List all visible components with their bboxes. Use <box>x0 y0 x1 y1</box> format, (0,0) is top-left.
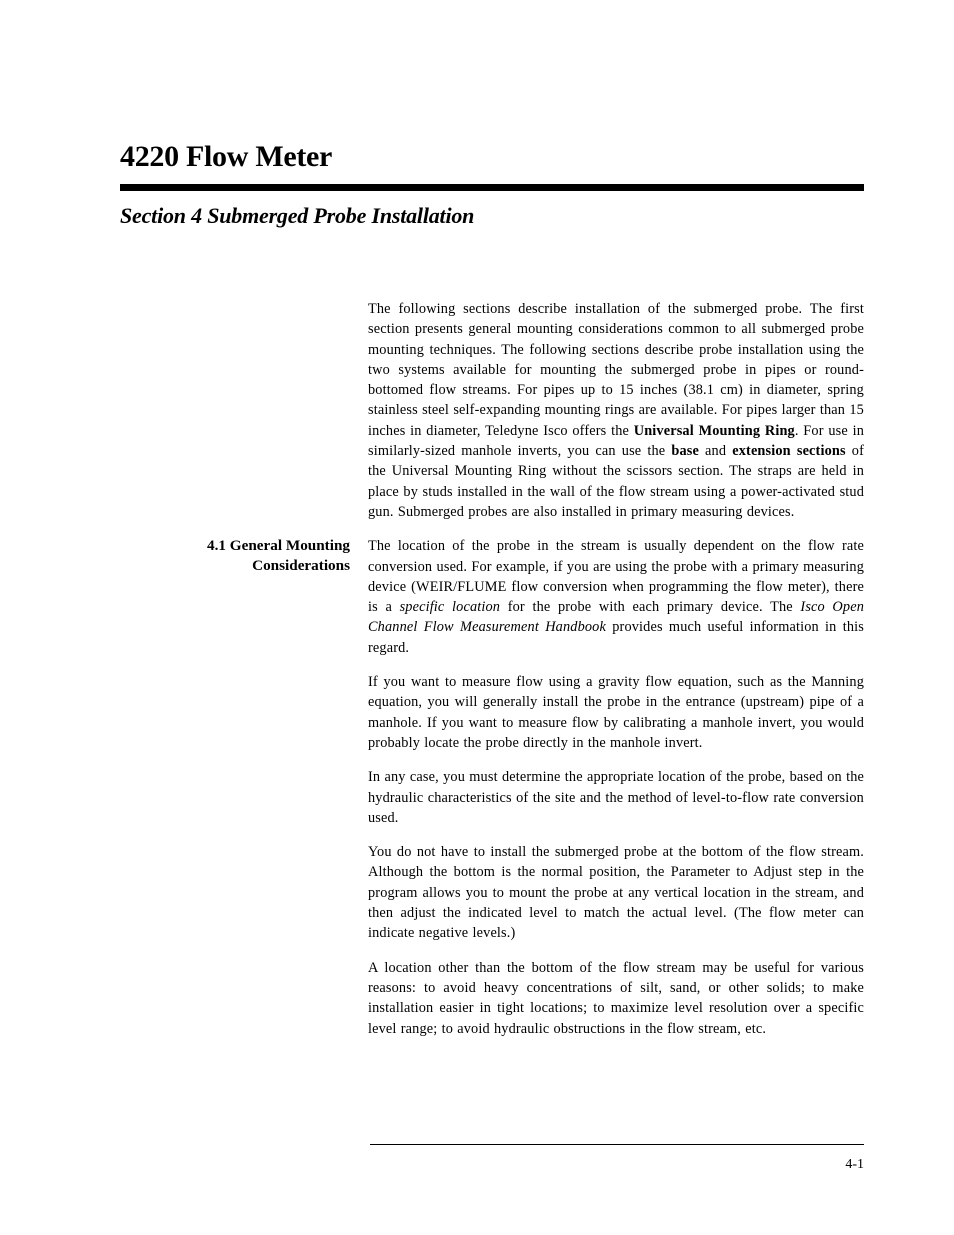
intro-bold-base: base <box>671 443 699 459</box>
intro-paragraph: The following sections describe installa… <box>368 299 864 522</box>
document-page: 4220 Flow Meter Section 4 Submerged Prob… <box>0 0 954 1113</box>
empty-side-col-2 <box>120 672 368 753</box>
section-4-1-p5: A location other than the bottom of the … <box>368 958 864 1039</box>
intro-text-pre: The following sections describe installa… <box>368 301 864 439</box>
section-4-1-p1: The location of the probe in the stream … <box>368 536 864 658</box>
section-4-1-p4: You do not have to install the submerged… <box>368 842 864 943</box>
section-4-1-p3: In any case, you must determine the appr… <box>368 767 864 828</box>
intro-row: The following sections describe installa… <box>120 299 864 522</box>
footer-divider-line <box>370 1144 864 1145</box>
section-4-1-row-5: A location other than the bottom of the … <box>120 958 864 1039</box>
section-4-1-side-col: 4.1 General Mounting Considerations <box>120 536 368 658</box>
section-4-1-row-4: You do not have to install the submerged… <box>120 842 864 943</box>
section-title: Section 4 Submerged Probe Installation <box>120 203 864 229</box>
section-4-1-heading: 4.1 General Mounting Considerations <box>120 536 350 576</box>
intro-bold-universal-mounting-ring: Universal Mounting Ring <box>634 423 795 439</box>
section-4-1-row-2: If you want to measure flow using a grav… <box>120 672 864 753</box>
title-divider-bar <box>120 184 864 191</box>
intro-side-col <box>120 299 368 522</box>
empty-side-col-4 <box>120 842 368 943</box>
empty-side-col-3 <box>120 767 368 828</box>
intro-bold-extension-sections: extension sections <box>732 443 845 459</box>
intro-text-mid2: and <box>699 443 732 459</box>
empty-side-col-5 <box>120 958 368 1039</box>
document-title: 4220 Flow Meter <box>120 140 864 174</box>
p1-text-mid: for the probe with each primary device. … <box>500 599 800 615</box>
p1-italic-specific-location: specific location <box>400 599 501 615</box>
section-4-1-row-3: In any case, you must determine the appr… <box>120 767 864 828</box>
page-number: 4-1 <box>845 1157 864 1173</box>
section-4-1-p2: If you want to measure flow using a grav… <box>368 672 864 753</box>
section-4-1-row-1: 4.1 General Mounting Considerations The … <box>120 536 864 658</box>
